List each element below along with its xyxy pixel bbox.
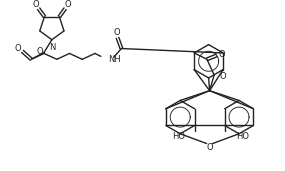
Text: HO: HO xyxy=(236,132,249,141)
Text: O: O xyxy=(113,28,120,37)
Text: NH: NH xyxy=(108,55,121,64)
Text: O: O xyxy=(14,44,21,53)
Text: O: O xyxy=(218,50,225,59)
Text: O: O xyxy=(32,0,39,9)
Text: HO: HO xyxy=(172,132,185,141)
Text: O: O xyxy=(65,0,71,9)
Text: O: O xyxy=(36,48,43,56)
Text: N: N xyxy=(49,43,55,52)
Text: O: O xyxy=(219,73,226,81)
Text: O: O xyxy=(206,143,213,152)
